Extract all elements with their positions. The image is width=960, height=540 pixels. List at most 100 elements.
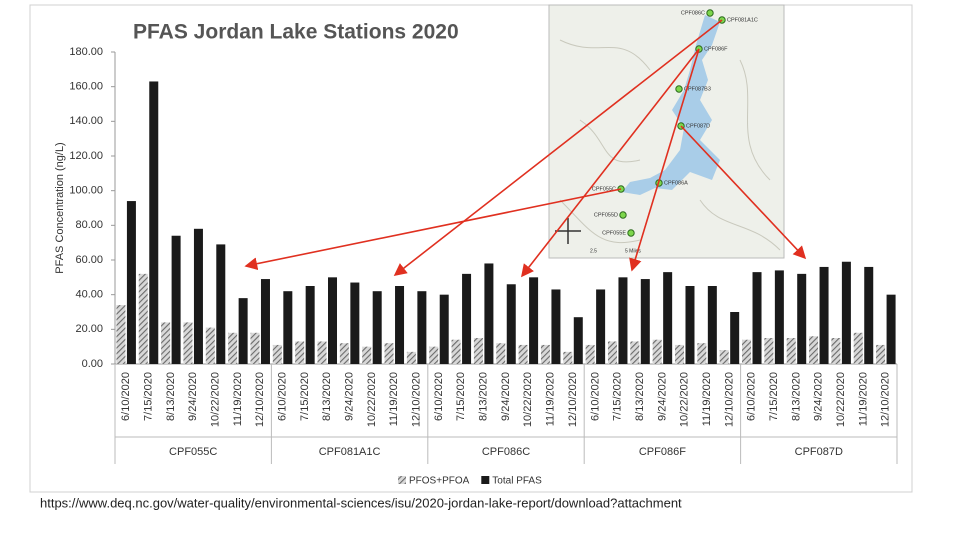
bar [429, 346, 439, 364]
bar [797, 273, 807, 364]
y-tick-label: 140.00 [69, 115, 103, 127]
station-label: CPF086A [664, 180, 688, 186]
group-label: CPF055C [169, 446, 217, 458]
plot: 0.00 20.00 40.00 60.00 80.00 100.00 120.00 140.… [69, 46, 898, 487]
bar [496, 343, 506, 364]
y-tick-label: 160.00 [69, 81, 103, 93]
bar [417, 291, 427, 364]
bar [652, 339, 662, 364]
bar [809, 336, 819, 364]
bar [506, 284, 516, 364]
bar [161, 322, 171, 364]
bar [238, 298, 248, 364]
station-label: CPF087B3 [684, 86, 711, 92]
x-tick-label: 12/10/2020 [880, 372, 892, 427]
x-tick-label: 6/10/2020 [589, 372, 601, 421]
map-bg [548, 4, 785, 259]
bar [707, 286, 717, 364]
y-tick-label: 180.00 [69, 46, 103, 58]
bar [439, 294, 449, 364]
arrow [629, 48, 700, 272]
bar [831, 338, 841, 364]
y-tick-label: 0.00 [82, 358, 103, 370]
x-tick-label: 11/19/2020 [701, 372, 713, 426]
map-scale: 2.5 [590, 248, 597, 254]
bar [193, 228, 203, 364]
y-tick-label: 120.00 [69, 150, 103, 162]
legend-label: PFOS+PFOA [409, 476, 470, 487]
station-label: CPF081A1C [727, 17, 758, 23]
x-tick-label: 10/22/2020 [522, 372, 534, 427]
x-tick-label: 11/19/2020 [232, 372, 244, 426]
source: https://www.deq.nc.gov/water-quality/env… [40, 495, 682, 510]
bar [674, 344, 684, 364]
bar [752, 272, 762, 364]
bar [305, 286, 315, 364]
bar [283, 291, 293, 364]
x-tick-label: 9/24/2020 [813, 372, 825, 421]
bar [183, 322, 193, 364]
station [619, 211, 627, 219]
x-tick-label: 8/13/2020 [790, 372, 802, 421]
station-label: CPF086F [704, 46, 728, 52]
x-tick-label: 10/22/2020 [835, 372, 847, 427]
x-tick-label: 12/10/2020 [254, 372, 266, 427]
map-scale: 5 Miles [625, 248, 641, 254]
bar [697, 343, 707, 364]
bar [384, 343, 394, 364]
bar [473, 338, 483, 364]
bar [730, 312, 740, 364]
x-tick-label: 6/10/2020 [120, 372, 132, 421]
bar [774, 270, 784, 364]
bar [462, 273, 472, 364]
x-tick-label: 7/15/2020 [455, 372, 467, 421]
bar [350, 282, 360, 364]
station-label: CPF055D [594, 212, 618, 218]
station-label: CPF086C [681, 10, 705, 16]
group-label: CPF086C [482, 446, 530, 458]
group-label: CPF081A1C [319, 446, 381, 458]
arrow [521, 48, 700, 278]
x-tick-label: 7/15/2020 [612, 372, 624, 421]
x-tick-label: 6/10/2020 [746, 372, 758, 421]
bar [295, 341, 305, 364]
bar [339, 343, 349, 364]
bar [573, 317, 583, 364]
station-label: CPF055C [592, 186, 616, 192]
x-tick-label: 12/10/2020 [567, 372, 579, 427]
y-axis-label: PFAS Concentration (ng/L) [54, 142, 66, 273]
bar [685, 286, 695, 364]
bar [250, 332, 260, 364]
x-tick-label: 7/15/2020 [299, 372, 311, 421]
x-tick-label: 6/10/2020 [276, 372, 288, 421]
bar [260, 279, 270, 364]
station [706, 9, 714, 17]
station-label: CPF055E [602, 230, 626, 236]
y-tick-label: 40.00 [75, 289, 103, 301]
bar [395, 286, 405, 364]
x-tick-label: 8/13/2020 [321, 372, 333, 421]
bar [786, 338, 796, 364]
chart-title: PFAS Jordan Lake Stations 2020 [133, 21, 459, 44]
x-tick-label: 11/19/2020 [857, 372, 869, 426]
arrow [244, 188, 622, 271]
x-tick-label: 10/22/2020 [209, 372, 221, 427]
x-tick-label: 12/10/2020 [723, 372, 735, 427]
x-tick-label: 8/13/2020 [634, 372, 646, 421]
bar [540, 344, 550, 364]
bar [563, 351, 573, 364]
bar [764, 338, 774, 364]
x-tick-label: 11/19/2020 [388, 372, 400, 426]
group-label: CPF087D [795, 446, 843, 458]
bar [618, 277, 628, 364]
station [675, 85, 683, 93]
x-tick-label: 12/10/2020 [411, 372, 423, 427]
bar [518, 344, 528, 364]
bar [819, 266, 829, 364]
legend-label: Total PFAS [492, 476, 542, 487]
bar [216, 244, 226, 364]
arrow [680, 125, 807, 260]
bar [663, 272, 673, 364]
